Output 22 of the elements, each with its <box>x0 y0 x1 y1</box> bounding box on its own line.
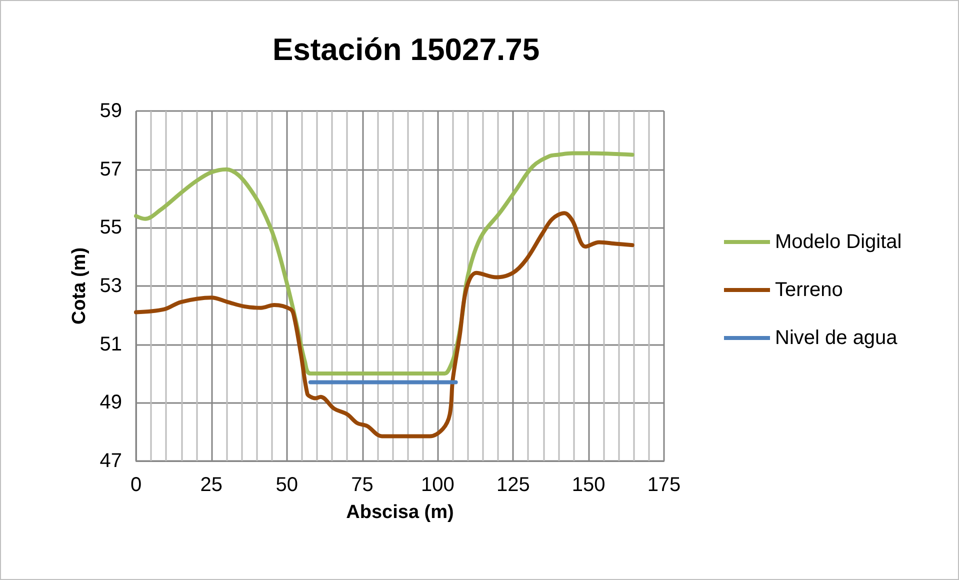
x-tick-label: 50 <box>276 474 298 496</box>
y-tick-label: 49 <box>100 392 122 414</box>
y-tick-label: 57 <box>100 158 122 180</box>
line-series <box>134 211 634 438</box>
y-tick-label: 55 <box>100 216 122 239</box>
legend-label: Nivel de agua <box>775 327 898 349</box>
x-axis-title: Abscisa (m) <box>346 502 454 523</box>
legend-label: Modelo Digital <box>775 231 902 253</box>
x-tick-label: 150 <box>572 474 606 496</box>
x-tick-label: 100 <box>421 474 454 496</box>
chart-title: Estación 15027.75 <box>272 32 540 67</box>
y-tick-label: 47 <box>100 450 122 472</box>
y-tick-label: 51 <box>100 333 122 356</box>
x-tick-label: 0 <box>130 474 142 496</box>
y-tick-label: 59 <box>100 100 122 122</box>
y-axis-title: Cota (m) <box>68 247 90 325</box>
y-tick-label: 53 <box>100 275 122 297</box>
x-tick-label: 75 <box>351 474 374 496</box>
legend-label: Terreno <box>775 279 843 301</box>
x-tick-label: 125 <box>496 474 530 496</box>
x-tick-label: 175 <box>647 474 681 496</box>
x-tick-label: 25 <box>200 474 223 496</box>
